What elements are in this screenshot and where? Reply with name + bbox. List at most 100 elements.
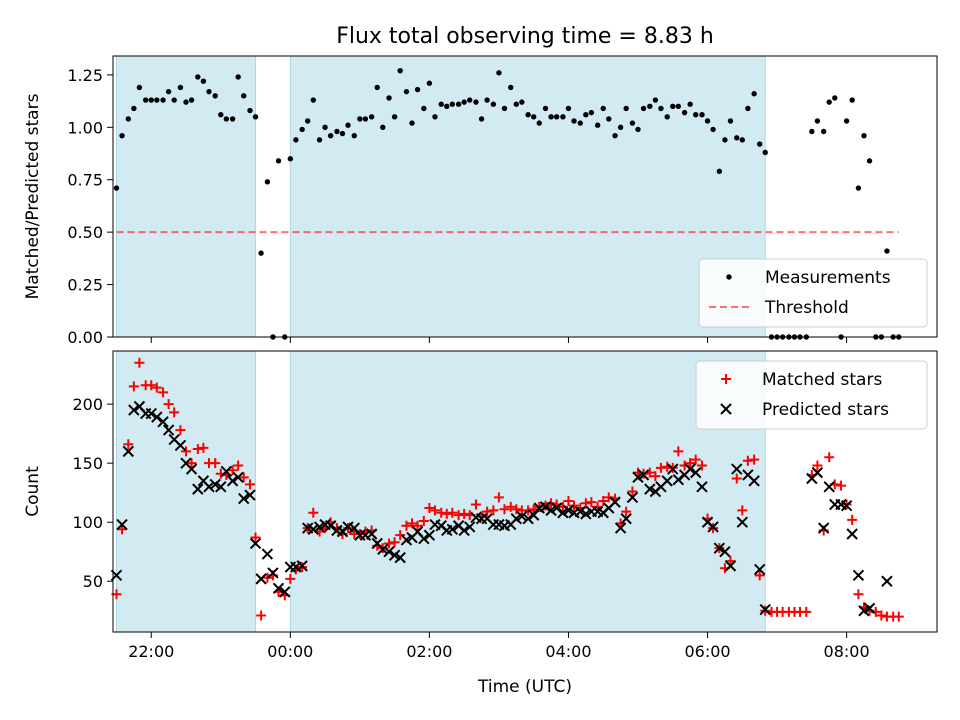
matched-point — [123, 439, 134, 450]
measurement-point — [183, 99, 189, 105]
measurement-point — [826, 99, 832, 105]
matched-point — [453, 510, 464, 521]
measurement-point — [322, 124, 328, 130]
matched-point — [198, 442, 209, 453]
x-tick-label: 02:00 — [406, 642, 452, 661]
legend-label: Threshold — [764, 298, 849, 318]
measurement-point — [160, 97, 166, 103]
matched-point — [505, 501, 516, 512]
count-x-axis-label: Time (UTC) — [477, 677, 572, 697]
measurement-point — [866, 158, 873, 164]
measurement-point — [229, 116, 236, 122]
measurement-point — [444, 103, 450, 110]
measurement-point — [542, 105, 549, 112]
matched-point — [482, 506, 493, 517]
matched-point — [499, 504, 510, 515]
count-y-axis-label: Count — [23, 466, 43, 517]
measurement-point — [414, 86, 421, 93]
measurement-point — [832, 95, 838, 101]
matched-point — [262, 572, 273, 583]
predicted-point — [550, 502, 563, 514]
measurement-point — [119, 132, 125, 139]
predicted-point — [151, 411, 163, 423]
y-tick-label: 1.00 — [67, 118, 103, 137]
measurement-point — [171, 97, 177, 103]
measurement-point — [722, 137, 728, 143]
measurement-point — [212, 93, 218, 99]
measurement-point — [560, 114, 566, 120]
predicted-point — [817, 522, 830, 534]
predicted-point — [672, 473, 685, 486]
x-tick-label: 06:00 — [684, 642, 730, 661]
predicted-point — [823, 481, 835, 493]
matched-point — [169, 407, 180, 418]
legend-box — [695, 360, 928, 430]
measurement-point — [739, 137, 745, 143]
measurement-point — [513, 101, 520, 107]
observing-interval — [289, 55, 766, 338]
measurement-point — [195, 74, 201, 80]
predicted-point — [220, 465, 233, 478]
measurement-point — [188, 97, 195, 103]
predicted-point — [185, 463, 198, 475]
measurement-point — [339, 130, 346, 137]
measurement-point — [647, 103, 653, 110]
predicted-point — [226, 475, 239, 487]
measurement-point — [681, 109, 688, 116]
measurement-point — [421, 105, 427, 112]
predicted-point — [667, 463, 679, 475]
measurement-point — [374, 84, 380, 91]
measurement-point — [131, 105, 137, 112]
y-tick-label: 0.00 — [67, 328, 103, 347]
predicted-point — [307, 523, 319, 535]
measurement-point — [478, 116, 485, 122]
x-tick-label: 08:00 — [824, 642, 870, 661]
predicted-point — [736, 516, 749, 528]
legend-label: Measurements — [765, 268, 891, 288]
matched-point — [569, 500, 580, 511]
measurement-point — [525, 112, 531, 118]
measurement-point — [327, 132, 334, 139]
predicted-point — [759, 603, 771, 616]
measurement-point — [310, 97, 316, 103]
observing-shading — [115, 350, 766, 633]
predicted-point — [162, 424, 175, 436]
measurement-point — [380, 124, 386, 130]
predicted-point — [753, 563, 766, 576]
predicted-point — [707, 521, 719, 533]
measurement-point — [432, 114, 438, 120]
measurement-point — [820, 128, 827, 135]
predicted-point — [116, 518, 128, 531]
measurement-point — [142, 97, 149, 103]
measurement-point — [583, 112, 589, 118]
measurement-point — [629, 120, 636, 126]
matched-point — [256, 610, 267, 621]
x-tick-label: 00:00 — [267, 642, 313, 661]
measurement-point — [699, 112, 705, 118]
matched-point — [493, 492, 504, 503]
matched-point — [424, 503, 435, 514]
measurement-point — [501, 105, 508, 112]
measurement-point — [438, 101, 444, 107]
legend-label: Predicted stars — [762, 400, 889, 420]
measurement-point — [751, 91, 757, 97]
measurement-point — [612, 132, 618, 139]
matched-point — [395, 530, 406, 541]
measurement-point — [814, 118, 821, 124]
matched-point — [238, 472, 249, 483]
predicted-point — [527, 509, 540, 521]
matched-point — [749, 454, 760, 465]
measurement-point — [843, 118, 850, 124]
matched-point — [627, 486, 638, 497]
predicted-point — [464, 521, 476, 533]
measurement-point — [588, 109, 595, 116]
legend-label: Matched stars — [762, 370, 882, 390]
predicted-point — [852, 569, 865, 582]
predicted-point — [458, 524, 470, 537]
measurement-point — [508, 84, 514, 91]
predicted-point — [684, 463, 696, 475]
y-tick-label: 0.50 — [67, 223, 103, 242]
observing-interval — [289, 350, 766, 633]
predicted-point — [215, 481, 227, 493]
matched-point — [742, 455, 753, 466]
